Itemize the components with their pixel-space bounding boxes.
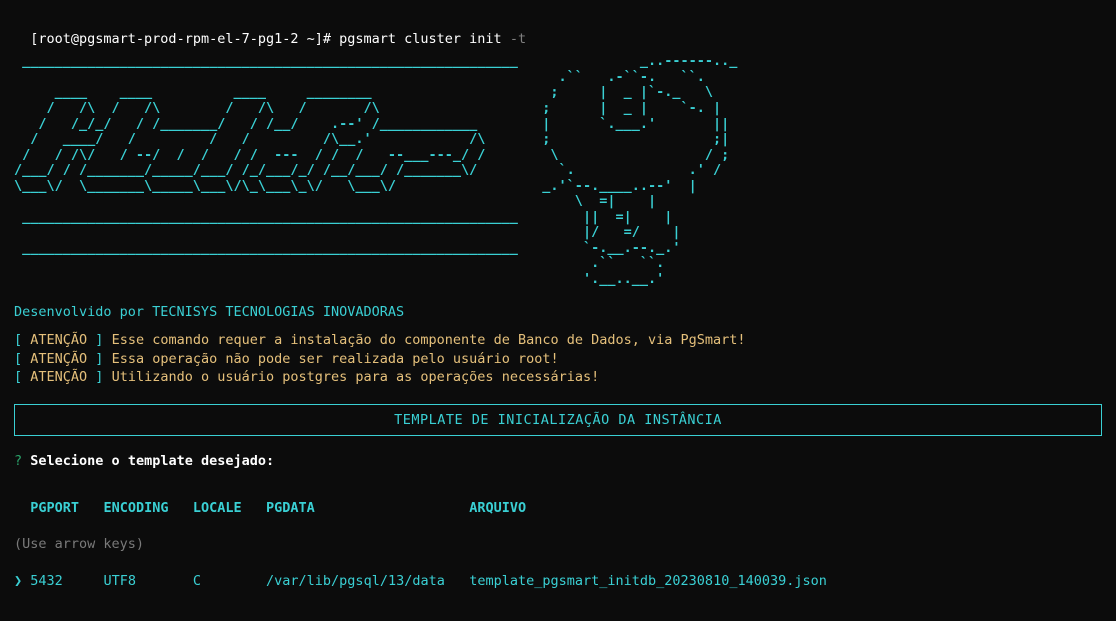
warning-line: [ ATENÇÃO ] Esse comando requer a instal…	[14, 331, 1102, 349]
cell-encoding: UTF8	[103, 573, 136, 589]
warning-line: [ ATENÇÃO ] Utilizando o usuário postgre…	[14, 368, 1102, 386]
template-table[interactable]: PGPORT ENCODING LOCALE PGDATA ARQUIVO (U…	[14, 480, 1102, 608]
arrow-keys-hint: (Use arrow keys)	[14, 535, 1102, 553]
shell-command: pgsmart cluster init	[339, 31, 510, 47]
cell-arquivo: template_pgsmart_initdb_20230810_140039.…	[469, 573, 827, 589]
question-mark-icon: ?	[14, 453, 22, 469]
table-header-row: PGPORT ENCODING LOCALE PGDATA ARQUIVO	[14, 499, 1102, 517]
col-arquivo: ARQUIVO	[469, 500, 526, 516]
shell-prompt-line: [root@pgsmart-prod-rpm-el-7-pg1-2 ~]# pg…	[14, 12, 1102, 48]
col-pgport: PGPORT	[30, 500, 79, 516]
col-pgdata: PGDATA	[266, 500, 315, 516]
question-text: Selecione o template desejado:	[30, 453, 274, 469]
shell-command-flag: -t	[510, 31, 526, 47]
question-line: ? Selecione o template desejado:	[14, 452, 1102, 470]
warnings-block: [ ATENÇÃO ] Esse comando requer a instal…	[14, 331, 1102, 386]
shell-prompt: [root@pgsmart-prod-rpm-el-7-pg1-2 ~]#	[30, 31, 339, 47]
developed-by-text: Desenvolvido por TECNISYS TECNOLOGIAS IN…	[14, 303, 1102, 321]
section-title-text: TEMPLATE DE INICIALIZAÇÃO DA INSTÂNCIA	[394, 412, 722, 428]
col-locale: LOCALE	[193, 500, 242, 516]
cell-pgport: 5432	[30, 573, 63, 589]
warning-line: [ ATENÇÃO ] Essa operação não pode ser r…	[14, 350, 1102, 368]
section-title-box: TEMPLATE DE INICIALIZAÇÃO DA INSTÂNCIA	[14, 404, 1102, 436]
cell-locale: C	[193, 573, 201, 589]
ascii-logo: ________________________________________…	[14, 54, 1102, 287]
selection-arrow-icon: ❯	[14, 573, 22, 589]
cell-pgdata: /var/lib/pgsql/13/data	[266, 573, 445, 589]
col-encoding: ENCODING	[103, 500, 168, 516]
table-row[interactable]: ❯ 5432 UTF8 C /var/lib/pgsql/13/data tem…	[14, 572, 1102, 590]
